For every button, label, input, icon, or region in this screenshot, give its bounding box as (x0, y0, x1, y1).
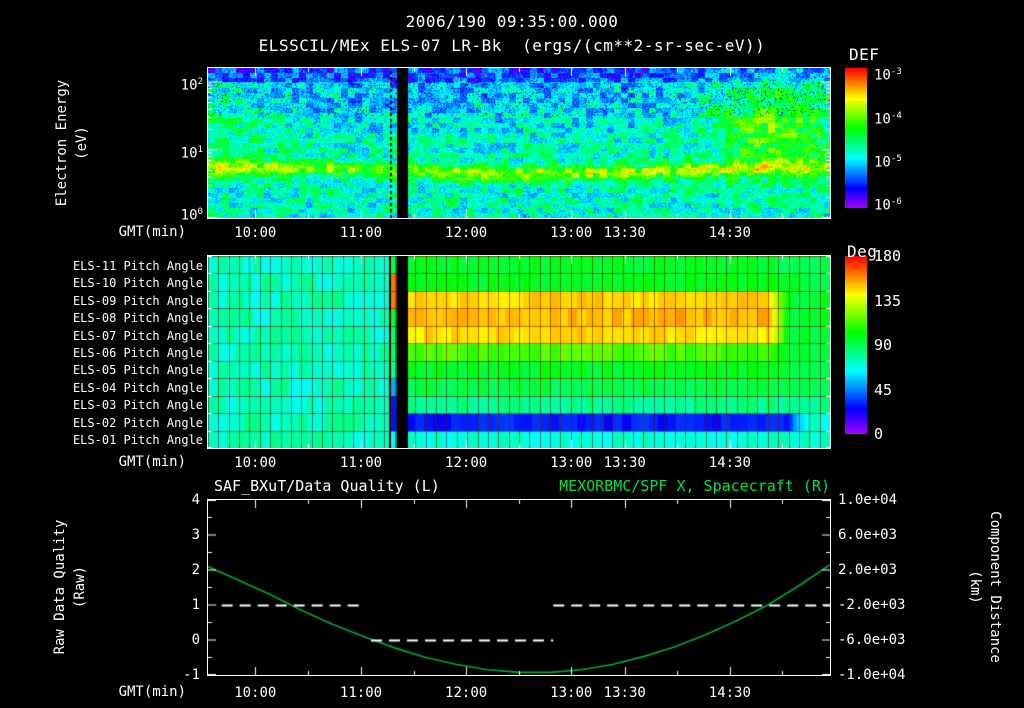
deg-colorbar-tick-label: 180 (874, 247, 902, 265)
x-tick-label-pitch: 11:00 (339, 455, 383, 471)
x-tick-label-pitch: 14:30 (708, 455, 751, 471)
deg-colorbar-tick-label: 45 (874, 380, 893, 399)
pitch-angle-canvas (207, 255, 831, 449)
pitch-row-label: ELS-06 Pitch Angle (72, 345, 203, 360)
gmt-axis-label-3: GMT(min) (118, 684, 186, 700)
quality-axis-tick-label: 4 (191, 492, 200, 508)
x-tick-label-spectrogram: 11:00 (339, 225, 383, 241)
gmt-axis-label-2: GMT(min) (118, 454, 186, 470)
pitch-row-label: ELS-11 Pitch Angle (72, 258, 203, 273)
x-tick-label-pitch: 12:00 (445, 455, 488, 471)
def-colorbar (845, 68, 867, 208)
spectrogram-y-tick-label: 100 (180, 207, 203, 224)
quality-axis-tick-label: 2 (191, 562, 200, 578)
bottom-right-title: MEXORBMC/SPF X, Spacecraft (R) (559, 477, 830, 495)
pitch-row-label: ELS-05 Pitch Angle (72, 363, 203, 378)
spectrogram-y-tick-label: 102 (180, 76, 203, 94)
component-distance-axis-label: Component Distance (km) (965, 511, 1005, 663)
x-tick-label-pitch: 13:00 (550, 455, 593, 471)
distance-axis-tick-label: -1.0e+04 (838, 667, 906, 683)
x-tick-label-pitch: 10:00 (234, 455, 277, 471)
quality-distance-chart-canvas (207, 499, 831, 676)
x-tick-label-bottom: 13:00 (550, 685, 593, 701)
x-tick-label-spectrogram: 12:00 (445, 225, 488, 241)
def-colorbar-tick-label: 10-3 (874, 67, 902, 84)
electron-energy-spectrogram-canvas (207, 67, 831, 219)
spectrogram-y-axis-label: Electron Energy (eV) (52, 80, 92, 206)
gmt-axis-label-1: GMT(min) (118, 224, 186, 240)
pitch-row-label: ELS-01 Pitch Angle (72, 433, 203, 448)
quality-axis-tick-label: 3 (191, 527, 200, 543)
def-colorbar-tick-label: 10-4 (874, 110, 902, 128)
component-distance-axis-label-line2: (km) (967, 570, 983, 604)
deg-colorbar-tick-label: 135 (874, 291, 902, 310)
x-tick-label-spectrogram: 13:30 (603, 225, 646, 241)
spectrogram-y-axis-label-line2: (eV) (74, 126, 90, 160)
header-datetime: 2006/190 09:35:00.000 (405, 12, 619, 31)
x-tick-label-bottom: 11:00 (339, 685, 383, 701)
distance-axis-tick-label: 6.0e+03 (838, 527, 898, 543)
distance-axis-tick-label: -2.0e+03 (838, 597, 906, 613)
deg-colorbar-tick-label: 90 (874, 336, 893, 354)
quality-axis-tick-label: -1 (183, 667, 200, 683)
deg-colorbar-tick-label: 0 (874, 425, 884, 443)
distance-axis-tick-label: 2.0e+03 (838, 562, 898, 578)
def-colorbar-tick-label: 10-5 (874, 154, 902, 171)
x-tick-label-bottom: 14:30 (708, 685, 751, 701)
def-colorbar-tick-label: 10-6 (874, 197, 902, 215)
x-tick-label-bottom: 13:30 (603, 685, 646, 701)
header-title: ELSSCIL/MEx ELS-07 LR-Bk (ergs/(cm**2-sr… (258, 36, 766, 55)
pitch-row-label: ELS-04 Pitch Angle (72, 380, 203, 395)
distance-axis-tick-label: -6.0e+03 (838, 632, 906, 648)
pitch-row-label: ELS-09 Pitch Angle (72, 293, 203, 308)
pitch-row-label: ELS-03 Pitch Angle (72, 398, 203, 413)
x-tick-label-spectrogram: 10:00 (234, 225, 277, 241)
quality-axis-tick-label: 0 (191, 632, 200, 648)
raw-data-quality-axis-label: Raw Data Quality (Raw) (50, 520, 90, 655)
raw-data-quality-axis-label-line1: Raw Data Quality (52, 519, 68, 655)
raw-data-quality-axis-label-line2: (Raw) (72, 565, 88, 609)
quality-axis-tick-label: 1 (191, 597, 200, 613)
pitch-row-label: ELS-02 Pitch Angle (72, 415, 203, 430)
pitch-row-label: ELS-08 Pitch Angle (72, 311, 203, 326)
deg-colorbar (845, 256, 867, 434)
bottom-left-title: SAF_BXuT/Data Quality (L) (214, 477, 440, 495)
pitch-row-label: ELS-10 Pitch Angle (72, 276, 203, 291)
deg-colorbar-title: Deg (847, 242, 878, 261)
distance-axis-tick-label: 1.0e+04 (838, 492, 898, 508)
def-colorbar-title: DEF (849, 45, 880, 64)
x-tick-label-spectrogram: 14:30 (708, 225, 751, 241)
pitch-row-label: ELS-07 Pitch Angle (72, 328, 203, 343)
component-distance-axis-label-line1: Component Distance (987, 511, 1003, 663)
x-tick-label-pitch: 13:30 (603, 455, 646, 471)
x-tick-label-spectrogram: 13:00 (550, 225, 593, 241)
x-tick-label-bottom: 12:00 (445, 685, 488, 701)
x-tick-label-bottom: 10:00 (234, 685, 277, 701)
spectrogram-y-axis-label-line1: Electron Energy (54, 79, 70, 207)
spectrogram-y-tick-label: 101 (180, 145, 203, 162)
